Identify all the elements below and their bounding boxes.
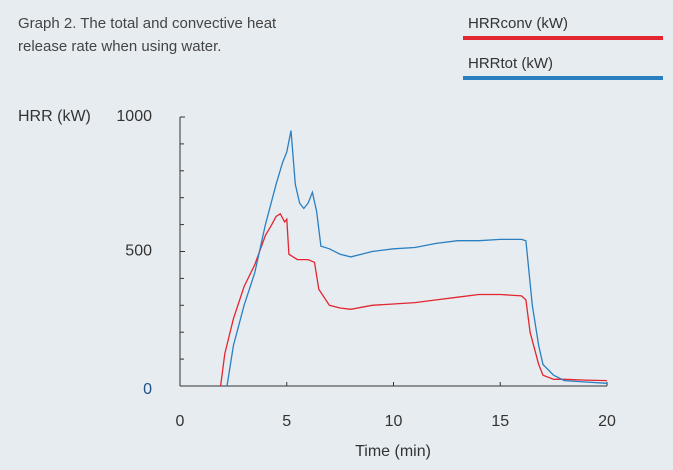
series-line	[219, 212, 608, 387]
x-tick-label: 20	[598, 413, 616, 430]
y-tick-label: 1000	[116, 108, 152, 125]
series-line	[226, 130, 608, 387]
x-tick-label: 5	[282, 413, 291, 430]
x-axis-label: Time (min)	[355, 443, 431, 460]
y-tick-label: 0	[143, 381, 152, 398]
x-tick-label: 0	[176, 413, 185, 430]
x-tick-label: 15	[491, 413, 509, 430]
legend-label: HRRconv (kW)	[468, 15, 568, 32]
x-tick-label: 10	[385, 413, 403, 430]
legend-label: HRRtot (kW)	[468, 55, 553, 72]
y-axis-label: HRR (kW)	[18, 108, 91, 125]
y-tick-label: 500	[125, 243, 152, 260]
chart-title: Graph 2. The total and convective heat r…	[18, 15, 277, 55]
